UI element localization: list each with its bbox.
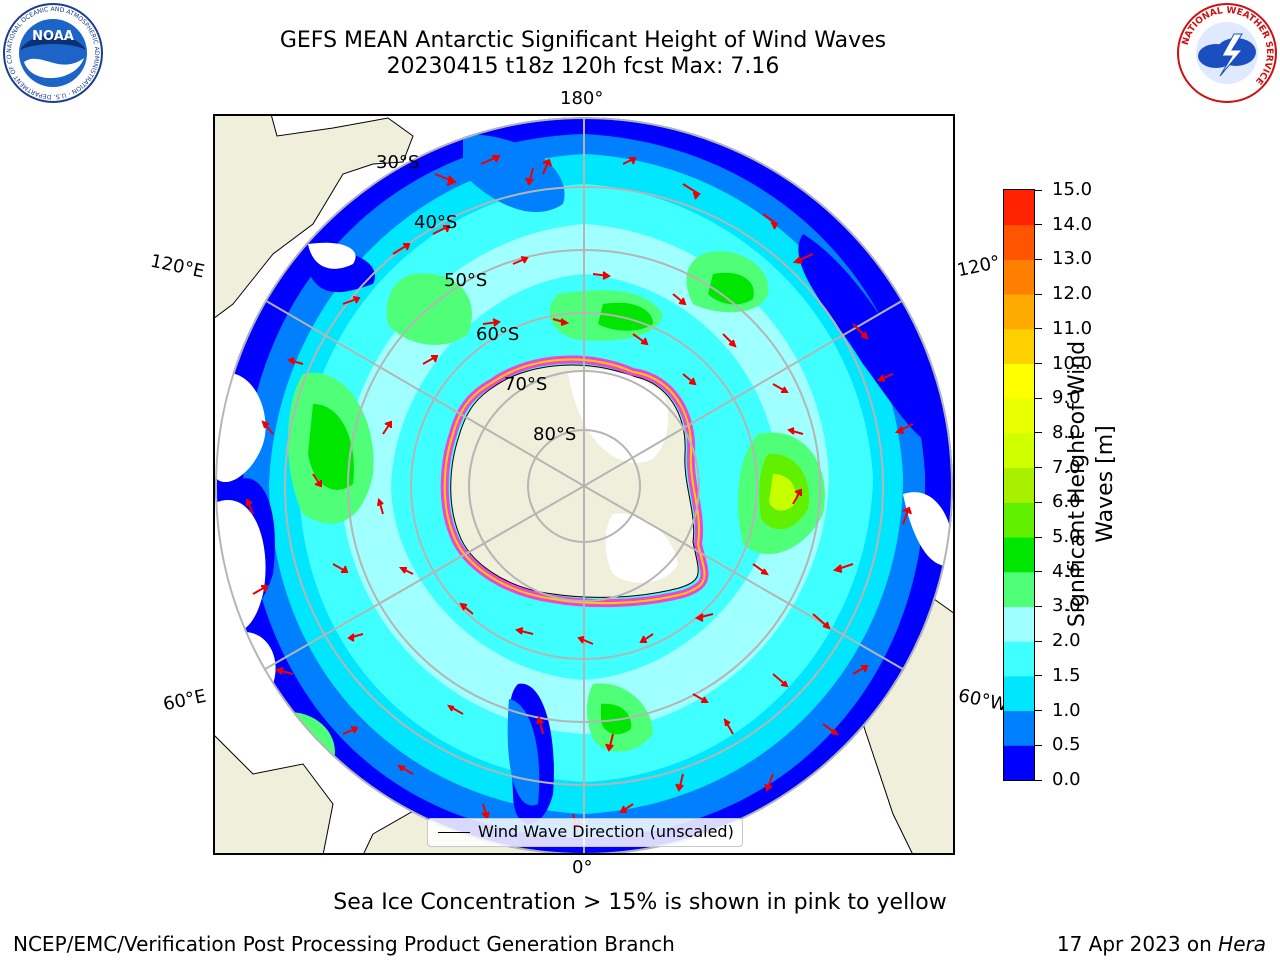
colorbar-tick-mark xyxy=(1034,224,1042,226)
lon-label-60w: 60°W xyxy=(956,685,1010,716)
colorbar-tick-label: 0.0 xyxy=(1052,769,1081,790)
colorbar-swatch xyxy=(1004,190,1034,226)
lon-label-120w: 120° xyxy=(955,251,1003,282)
colorbar-tick-label: 15.0 xyxy=(1052,179,1093,200)
noaa-logo-text: NOAA xyxy=(32,29,74,44)
colorbar-tick-mark xyxy=(1034,710,1042,712)
colorbar-swatch xyxy=(1004,745,1034,781)
colorbar-tick-mark xyxy=(1034,258,1042,260)
map-legend: Wind Wave Direction (unscaled) xyxy=(427,818,743,847)
lat-label-80s: 80°S xyxy=(533,424,577,445)
colorbar-swatch xyxy=(1004,537,1034,573)
colorbar-tick-label: 13.0 xyxy=(1052,248,1093,270)
colorbar-swatch xyxy=(1004,710,1034,746)
polar-map: Wind Wave Direction (unscaled) xyxy=(212,113,956,856)
colorbar-tick-mark xyxy=(1034,328,1042,330)
colorbar-tick-label: 10.0 xyxy=(1052,352,1093,374)
colorbar-tick-label: 6.0 xyxy=(1052,491,1081,513)
colorbar-tick-mark xyxy=(1034,675,1042,677)
colorbar-label-line1: Significant Height of Wind xyxy=(1065,340,1090,628)
colorbar-tick-label: 4.0 xyxy=(1052,560,1081,582)
colorbar-tick-label: 9.0 xyxy=(1052,387,1081,409)
colorbar-tick-mark xyxy=(1034,536,1042,538)
lon-label-0: 0° xyxy=(572,857,593,878)
colorbar-swatch xyxy=(1004,259,1034,295)
lat-label-60s: 60°S xyxy=(476,324,520,345)
colorbar-tick-mark xyxy=(1034,640,1042,642)
colorbar-swatch xyxy=(1004,571,1034,607)
footer-host: Hera xyxy=(1218,932,1266,956)
lat-label-70s: 70°S xyxy=(504,374,548,395)
nws-logo: NATIONAL WEATHER SERVICE xyxy=(1177,3,1277,103)
colorbar-swatch xyxy=(1004,675,1034,712)
colorbar-tick-mark xyxy=(1034,293,1042,295)
map-frame xyxy=(213,114,955,855)
sea-ice-note: Sea Ice Concentration > 15% is shown in … xyxy=(333,890,947,915)
colorbar-tick-mark xyxy=(1034,397,1042,399)
lon-label-60e: 60°E xyxy=(161,685,208,716)
colorbar-swatches xyxy=(1004,190,1034,781)
wave-direction-arrows xyxy=(246,155,914,833)
legend-line-sample xyxy=(438,832,470,833)
legend-label: Wind Wave Direction (unscaled) xyxy=(478,822,734,841)
colorbar-tick-label: 1.5 xyxy=(1052,664,1081,686)
chart-title: GEFS MEAN Antarctic Significant Height o… xyxy=(279,28,887,53)
colorbar xyxy=(1003,189,1035,781)
footer-date-text: 17 Apr 2023 on xyxy=(1056,932,1212,956)
colorbar-tick-mark xyxy=(1034,501,1042,503)
colorbar-tick-mark xyxy=(1034,605,1042,607)
colorbar-tick-mark xyxy=(1034,363,1042,365)
colorbar-swatch xyxy=(1004,502,1034,538)
footer-branch: NCEP/EMC/Verification Post Processing Pr… xyxy=(13,932,675,956)
colorbar-label: Significant Height of Wind Waves [m] xyxy=(1064,324,1124,644)
footer-date: 17 Apr 2023 on Hera xyxy=(1057,932,1266,956)
colorbar-swatch xyxy=(1004,467,1034,503)
colorbar-swatch xyxy=(1004,294,1034,330)
colorbar-swatch xyxy=(1004,363,1034,399)
colorbar-label-line2: Waves [m] xyxy=(1093,425,1118,543)
map-canvas xyxy=(212,113,956,856)
colorbar-swatch xyxy=(1004,641,1034,677)
colorbar-tick-label: 0.5 xyxy=(1052,734,1081,756)
colorbar-tick-mark xyxy=(1034,779,1042,781)
colorbar-swatch xyxy=(1004,224,1034,260)
colorbar-tick-label: 3.0 xyxy=(1052,595,1081,617)
lat-label-30s: 30°S xyxy=(376,152,420,173)
noaa-logo: NATIONAL OCEANIC AND ATMOSPHERIC ADMINIS… xyxy=(2,2,103,103)
chart-subtitle: 20230415 t18z 120h fcst Max: 7.16 xyxy=(386,54,780,79)
colorbar-tick-label: 11.0 xyxy=(1052,317,1093,339)
colorbar-tick-label: 8.0 xyxy=(1052,421,1081,443)
lat-label-40s: 40°S xyxy=(414,212,458,233)
colorbar-tick-label: 14.0 xyxy=(1052,213,1093,235)
colorbar-tick-label: 12.0 xyxy=(1052,283,1093,305)
colorbar-swatch xyxy=(1004,328,1034,365)
colorbar-tick-mark xyxy=(1034,467,1042,469)
colorbar-tick-label: 7.0 xyxy=(1052,456,1081,478)
lat-label-50s: 50°S xyxy=(444,270,488,291)
colorbar-tick-label: 2.0 xyxy=(1052,630,1081,652)
colorbar-tick-label: 1.0 xyxy=(1052,699,1081,721)
colorbar-tick-mark xyxy=(1034,432,1042,434)
colorbar-swatch xyxy=(1004,398,1034,434)
colorbar-tick-mark xyxy=(1034,189,1042,191)
colorbar-tick-label: 5.0 xyxy=(1052,526,1081,548)
lon-label-180: 180° xyxy=(560,88,604,109)
colorbar-swatch xyxy=(1004,432,1034,469)
colorbar-tick-mark xyxy=(1034,571,1042,573)
lon-label-120e: 120°E xyxy=(148,250,207,283)
colorbar-tick-mark xyxy=(1034,744,1042,746)
colorbar-swatch xyxy=(1004,606,1034,642)
